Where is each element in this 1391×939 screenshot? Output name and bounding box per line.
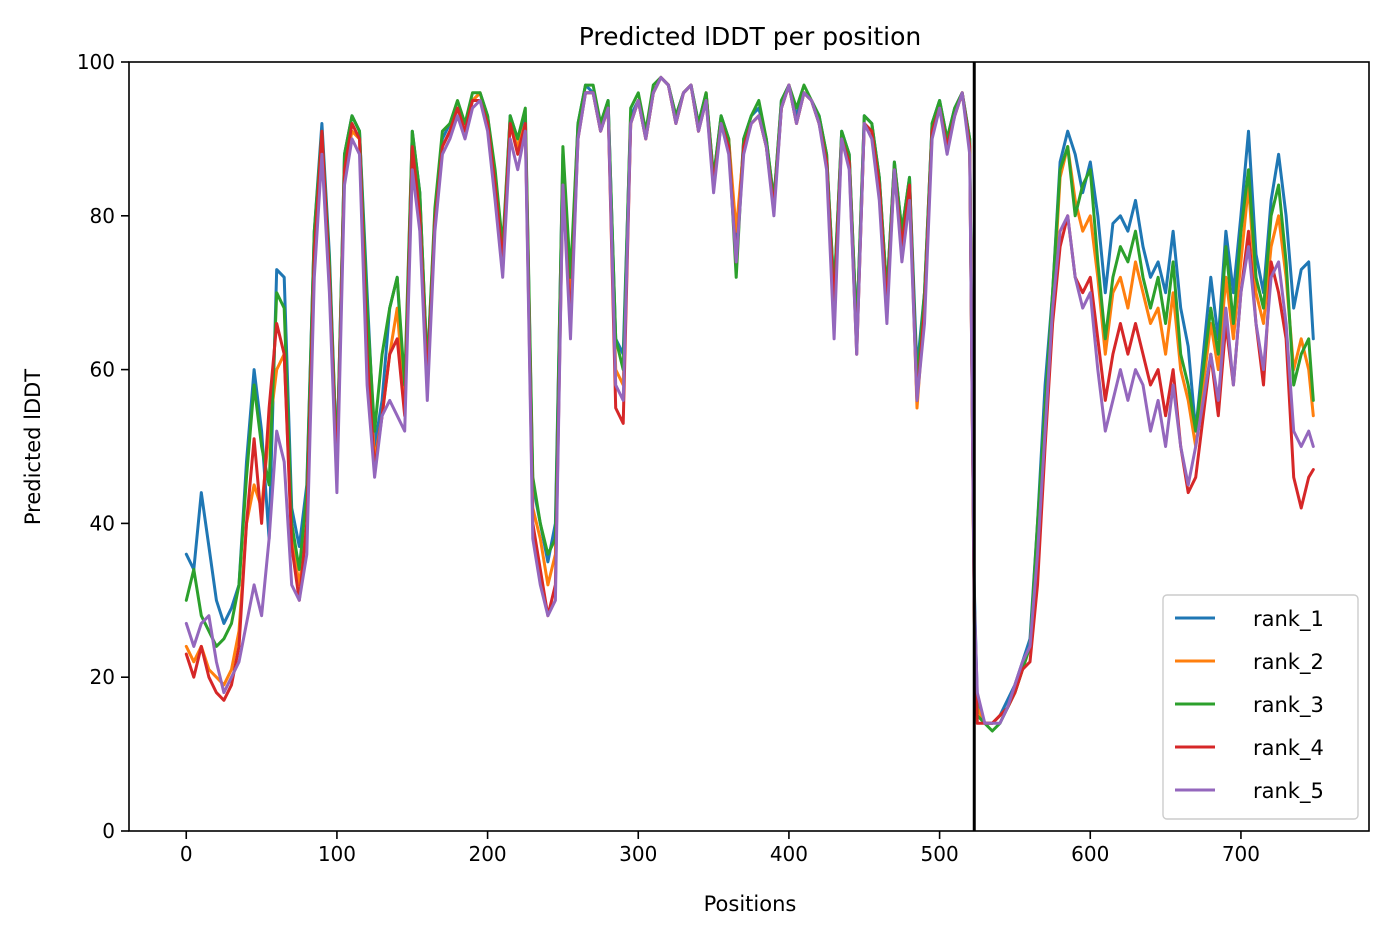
x-axis-title: Positions (704, 892, 797, 916)
series-line-rank-3 (184, 75, 1315, 733)
chart-title: Predicted lDDT per position (579, 22, 921, 51)
y-tick-label: 100 (77, 50, 115, 74)
x-tick-label: 0 (180, 842, 193, 866)
x-axis: 0 100 200 300 400 500 600 700 (180, 831, 1260, 866)
legend-label-rank-5: rank_5 (1253, 779, 1324, 804)
series-line-rank-1 (184, 75, 1315, 725)
y-tick-label: 20 (90, 665, 115, 689)
x-tick-label: 100 (318, 842, 356, 866)
legend-label-rank-2: rank_2 (1253, 650, 1324, 675)
legend-frame (1162, 594, 1359, 820)
x-tick-label: 600 (1071, 842, 1109, 866)
x-tick-label: 400 (770, 842, 808, 866)
y-tick-label: 60 (90, 358, 115, 382)
x-tick-label: 700 (1222, 842, 1260, 866)
y-tick-label: 40 (90, 511, 115, 535)
series-layer (184, 75, 1315, 733)
y-tick-label: 0 (102, 819, 115, 843)
y-axis-title: Predicted lDDT (21, 369, 45, 525)
plot-frame (128, 61, 1370, 832)
legend: rank_1 rank_2 rank_3 rank_4 rank_5 (1162, 594, 1359, 820)
legend-label-rank-1: rank_1 (1253, 607, 1324, 632)
y-axis: 0 20 40 60 80 100 (77, 50, 129, 843)
series-line-rank-5 (184, 75, 1315, 725)
x-tick-label: 200 (468, 842, 506, 866)
legend-label-rank-4: rank_4 (1253, 736, 1324, 761)
legend-label-rank-3: rank_3 (1253, 693, 1324, 718)
x-tick-label: 500 (921, 842, 959, 866)
x-tick-label: 300 (619, 842, 657, 866)
y-tick-label: 80 (90, 204, 115, 228)
